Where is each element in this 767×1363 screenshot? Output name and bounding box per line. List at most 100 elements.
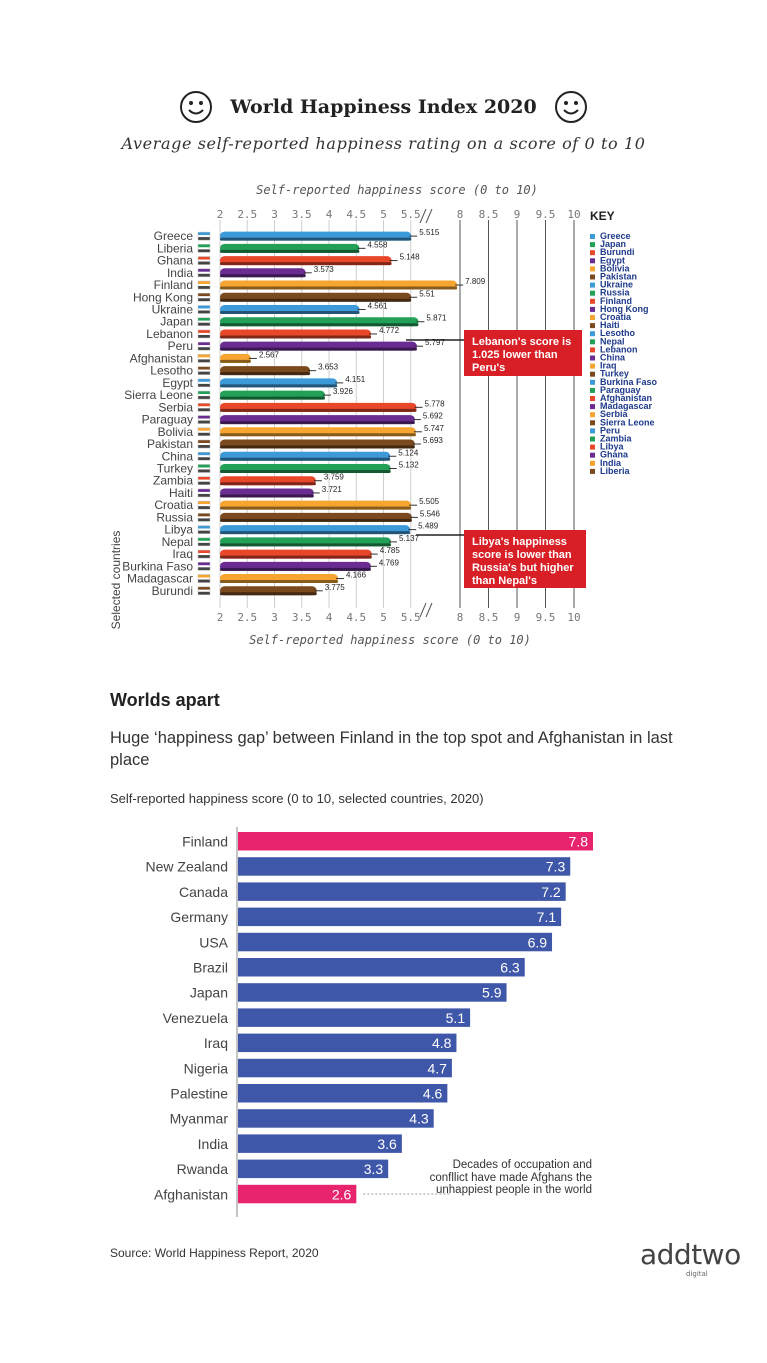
- bar-shadow: [220, 531, 411, 535]
- country-label: Iraq: [172, 547, 193, 561]
- bar: [238, 1134, 402, 1153]
- legend-label: Lebanon: [600, 344, 638, 354]
- bar-group: 4.6 Palestine: [170, 1084, 448, 1103]
- bar-shadow: [220, 457, 391, 461]
- flag-icon: [197, 378, 211, 388]
- value-label: 3.653: [318, 363, 339, 372]
- value-label: 6.9: [528, 934, 548, 950]
- legend-label: Serbia: [600, 409, 629, 419]
- legend-label: Croatia: [600, 312, 632, 322]
- legend-label: Hong Kong: [600, 304, 649, 314]
- bar-group: 4.785 Iraq: [172, 546, 400, 561]
- legend-label: Afghanistan: [600, 393, 652, 403]
- bar-group: 6.9 USA: [199, 932, 553, 952]
- x-tick-bottom: 8: [457, 611, 464, 624]
- flag-icon: [197, 439, 211, 449]
- bar-group: 5.124 China: [162, 448, 419, 463]
- afghanistan-note: Decades of occupation and confllict have…: [429, 1159, 592, 1196]
- bar-group: 5.797 Peru: [168, 338, 446, 353]
- flag-icon: [197, 244, 211, 253]
- flag-icon: [197, 403, 211, 412]
- country-label: Finland: [182, 834, 228, 850]
- bar: [238, 1184, 357, 1204]
- legend-label: Liberia: [600, 466, 631, 476]
- value-label: 5.51: [419, 289, 435, 298]
- flag-icon: [197, 293, 211, 302]
- bar-shadow: [220, 310, 360, 314]
- bar-shadow: [220, 421, 415, 425]
- bar-shadow: [220, 384, 338, 388]
- flag-icon: [197, 427, 211, 437]
- value-label: 7.809: [465, 277, 486, 286]
- legend: KEY GreeceJapanBurundiEgyptBoliviaPakist…: [590, 209, 658, 476]
- flag-icon: [197, 452, 211, 461]
- bar-group: 5.132 Turkey: [157, 460, 419, 475]
- legend-swatch: [590, 412, 595, 418]
- legend-swatch: [590, 371, 595, 377]
- flag-icon: [197, 476, 211, 485]
- bar-shadow: [220, 592, 317, 596]
- x-tick-top: 8.5: [479, 208, 499, 221]
- country-label: Burundi: [152, 584, 193, 598]
- bar-shadow: [220, 580, 339, 584]
- value-label: 5.1: [446, 1010, 466, 1026]
- flag-icon: [197, 354, 211, 363]
- country-label: Serbia: [158, 400, 193, 414]
- flag-icon: [197, 341, 211, 351]
- bar: [238, 832, 593, 851]
- legend-swatch: [590, 347, 595, 353]
- bar-group: 3.759 Zambia: [153, 473, 344, 488]
- x-tick-top: 8: [457, 208, 464, 221]
- value-label: 4.769: [379, 558, 400, 567]
- value-label: 5.148: [400, 253, 421, 262]
- bar-group: 7.809 Finland: [154, 277, 486, 292]
- bar-group: 3.3 Rwanda: [177, 1159, 389, 1179]
- legend-label: China: [600, 353, 626, 363]
- bar-group: 7.1 Germany: [170, 907, 562, 927]
- country-label: Venezuela: [163, 1010, 229, 1026]
- bar-group: 4.769 Burkina Faso: [122, 558, 399, 573]
- value-label: 5.546: [420, 509, 441, 518]
- value-label: 3.573: [314, 265, 335, 274]
- country-label: Lesotho: [150, 364, 193, 378]
- country-label: India: [167, 266, 193, 280]
- smiley-icon: [180, 91, 213, 123]
- value-label: 4.166: [346, 571, 367, 580]
- bar-group: 3.926 Sierra Leone: [124, 387, 353, 402]
- x-tick-top: 3: [271, 208, 278, 221]
- brand-logo: addtwo: [640, 1238, 741, 1271]
- legend-swatch: [590, 404, 595, 410]
- value-label: 4.151: [345, 375, 366, 384]
- legend-label: Sierra Leone: [600, 417, 655, 427]
- bar-group: 3.775 Burundi: [152, 583, 346, 598]
- country-label: Paraguay: [142, 413, 193, 427]
- source-note: Source: World Happiness Report, 2020: [110, 1246, 319, 1260]
- bar-group: 5.515 Greece: [154, 228, 440, 243]
- bar: [238, 1084, 448, 1103]
- flag-icon: [197, 317, 211, 326]
- value-label: 3.721: [322, 485, 343, 494]
- x-tick-bottom: 4: [326, 611, 333, 624]
- flag-icon: [197, 464, 211, 473]
- value-label: 4.772: [379, 326, 400, 335]
- bar-group: 3.573 India: [167, 265, 334, 280]
- axis-break-mark: [419, 602, 427, 618]
- axis-break-mark: [425, 208, 433, 224]
- bar: [238, 1058, 452, 1078]
- legend-title: KEY: [590, 209, 615, 223]
- bar-group: 5.489 Libya: [164, 522, 438, 537]
- legend-swatch: [590, 460, 595, 466]
- bar-shadow: [220, 567, 371, 571]
- bar-group: 5.505 Croatia: [154, 497, 439, 512]
- bar-group: 2.6 Afghanistan: [154, 1184, 357, 1204]
- bar-shadow: [220, 445, 415, 449]
- x-tick-bottom: 2.5: [237, 611, 257, 624]
- flag-icon: [197, 513, 211, 522]
- legend-label: Russia: [600, 288, 631, 298]
- bar-group: 7.8 Finland: [182, 832, 593, 851]
- bar-shadow: [220, 372, 311, 376]
- bar-group: 2.567 Afghanistan: [130, 350, 280, 365]
- legend-label: Nepal: [600, 336, 625, 346]
- flag-icon: [197, 500, 211, 510]
- bar-group: 4.772 Lebanon: [146, 326, 399, 341]
